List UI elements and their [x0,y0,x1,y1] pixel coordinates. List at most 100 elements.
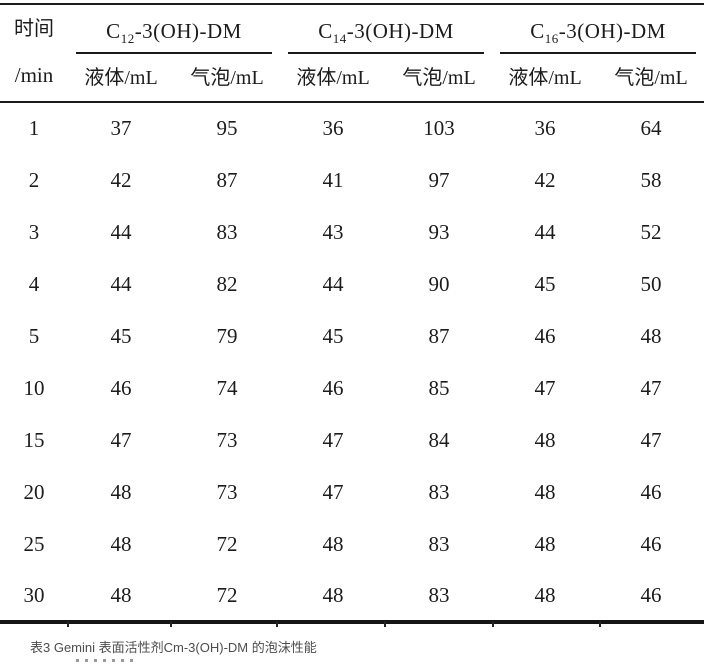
cell-time: 1 [28,116,40,140]
cell-value: 48 [322,582,344,607]
cell-value: 48 [534,531,556,556]
cell-time: 5 [28,323,40,348]
cell-value: 74 [216,375,238,400]
page: 时间 /min C12-3(OH)-DM C14-3(OH)-DM C16-3(… [0,3,704,665]
table-row: 2 42 87 41 97 42 58 [0,154,704,206]
cell-value: 73 [216,427,238,452]
cell-value: 42 [110,167,132,192]
cell-value: 46 [110,375,132,400]
group-header-c14: C14-3(OH)-DM [280,4,492,54]
table-grid-tick [599,621,601,627]
cell-value: 90 [428,271,450,296]
cell-value: 48 [534,427,556,452]
cell-time: 25 [23,531,45,556]
cell-value: 48 [110,582,132,607]
cell-value: 64 [640,116,662,140]
table-row: 10 46 74 46 85 47 47 [0,362,704,414]
cell-value: 44 [110,271,132,296]
group-c12-prefix: C [106,19,121,43]
group-header-c16: C16-3(OH)-DM [492,4,704,54]
col-header-time: 时间 /min [0,4,68,103]
table-grid-tick [170,621,172,627]
cell-value: 87 [428,323,450,348]
time-unit-label: /min [14,63,54,87]
table-grid-tick [67,621,69,627]
cell-value: 48 [534,582,556,607]
cell-value: 37 [110,116,132,140]
cell-value: 42 [534,167,556,192]
cell-value: 46 [640,582,662,607]
cell-value: 45 [534,271,556,296]
cell-value: 43 [322,219,344,244]
time-label: 时间 [14,18,54,40]
cell-value: 83 [428,531,450,556]
clipped-text-top-edge [76,659,134,662]
group-c14-suffix: -3(OH)-DM [346,19,454,43]
cell-value: 45 [322,323,344,348]
cell-value: 47 [110,427,132,452]
table-row: 5 45 79 45 87 46 48 [0,310,704,362]
cell-value: 45 [110,323,132,348]
group-label-c12: C12-3(OH)-DM [76,19,273,54]
group-header-c12: C12-3(OH)-DM [68,4,280,54]
cell-value: 79 [216,323,238,348]
table-grid-tick [276,621,278,627]
cell-value: 46 [322,375,344,400]
table-grid-tick [384,621,386,627]
cell-value: 47 [322,479,344,504]
cell-time: 20 [23,479,45,504]
cell-value: 47 [534,375,556,400]
cell-time: 2 [28,167,40,192]
subheader-c16-bubble: 气泡/mL [598,54,704,103]
foam-performance-table: 时间 /min C12-3(OH)-DM C14-3(OH)-DM C16-3(… [0,3,704,624]
cell-value: 87 [216,167,238,192]
cell-value: 36 [534,116,556,140]
cell-value: 50 [640,271,662,296]
table-row: 20 48 73 47 83 48 46 [0,466,704,518]
group-c12-subscript: 12 [120,31,135,47]
cell-value: 85 [428,375,450,400]
cell-value: 83 [216,219,238,244]
cell-value: 84 [428,427,450,452]
subheader-row: 液体/mL 气泡/mL 液体/mL 气泡/mL 液体/mL 气泡/mL [0,54,704,103]
cell-value: 72 [216,582,238,607]
subheader-c16-liquid: 液体/mL [492,54,599,103]
group-c14-prefix: C [318,19,333,43]
table-row: 25 48 72 48 83 48 46 [0,518,704,570]
cell-value: 47 [640,375,662,400]
table-row: 15 47 73 47 84 48 47 [0,414,704,466]
cell-value: 103 [423,116,455,140]
cell-value: 82 [216,271,238,296]
cell-value: 83 [428,582,450,607]
table-row: 4 44 82 44 90 45 50 [0,258,704,310]
cell-value: 48 [640,323,662,348]
cell-value: 72 [216,531,238,556]
cell-value: 44 [322,271,344,296]
subheader-c12-bubble: 气泡/mL [174,54,281,103]
table-grid-tick [492,621,494,627]
cell-value: 44 [110,219,132,244]
cell-time: 4 [28,271,40,296]
cell-value: 48 [110,531,132,556]
subheader-c14-bubble: 气泡/mL [386,54,493,103]
cell-time: 3 [28,219,40,244]
cell-value: 48 [110,479,132,504]
cell-value: 46 [640,531,662,556]
cell-value: 41 [322,167,344,192]
cell-value: 44 [534,219,556,244]
cell-value: 46 [640,479,662,504]
subheader-c12-liquid: 液体/mL [68,54,174,103]
table-row: 1 37 95 36 103 36 64 [0,102,704,154]
cell-time: 30 [23,582,45,607]
group-label-c16: C16-3(OH)-DM [500,19,697,54]
group-c16-suffix: -3(OH)-DM [558,19,666,43]
cell-value: 48 [534,479,556,504]
cell-value: 58 [640,167,662,192]
cell-value: 97 [428,167,450,192]
cell-value: 48 [322,531,344,556]
cell-value: 52 [640,219,662,244]
cell-value: 93 [428,219,450,244]
cell-time: 10 [23,375,45,400]
cell-value: 47 [640,427,662,452]
cell-value: 83 [428,479,450,504]
